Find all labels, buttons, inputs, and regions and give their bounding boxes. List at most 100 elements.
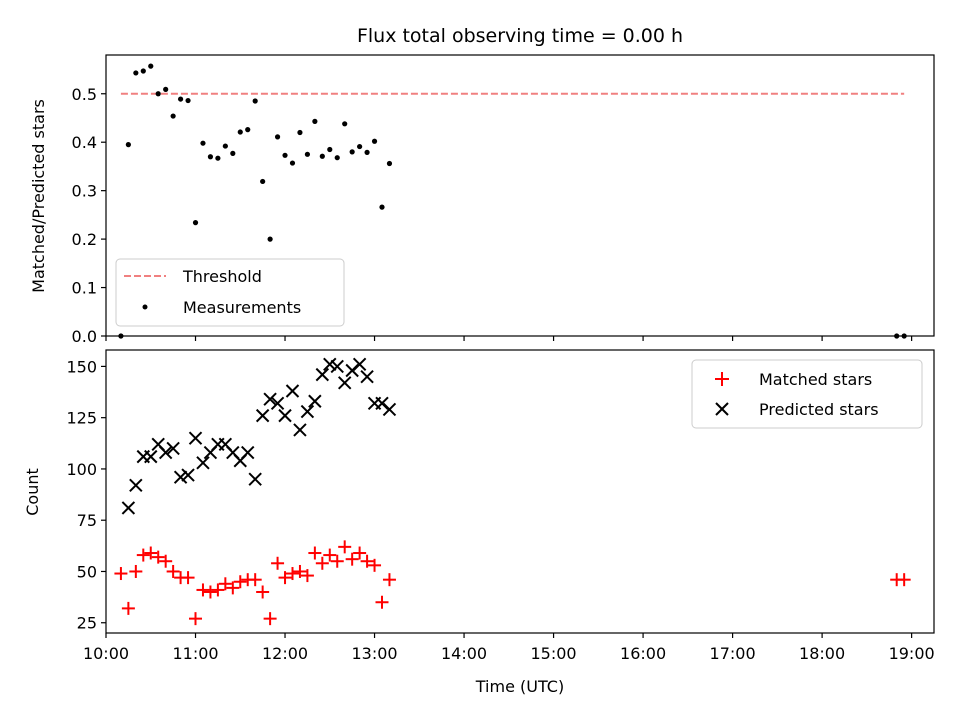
matched-point bbox=[382, 573, 396, 587]
measurement-point bbox=[237, 129, 243, 135]
matched-point bbox=[278, 571, 292, 585]
top-x-ticks bbox=[105, 336, 913, 341]
predicted-point bbox=[308, 394, 322, 408]
measurement-point bbox=[192, 220, 199, 226]
top-y-tick-label: 0.1 bbox=[72, 279, 97, 298]
top-y-tick-label: 0.2 bbox=[72, 230, 97, 249]
x-tick-label: 10:00 bbox=[83, 644, 129, 663]
bottom-legend-box bbox=[691, 359, 923, 429]
predicted-point bbox=[255, 408, 270, 423]
measurement-point bbox=[260, 178, 266, 185]
predicted-point bbox=[241, 445, 255, 460]
predicted-point bbox=[173, 470, 188, 484]
measurement-point bbox=[245, 127, 251, 133]
predicted-point bbox=[129, 478, 143, 493]
x-tick-label: 12:00 bbox=[262, 644, 308, 663]
measurement-point bbox=[289, 160, 296, 166]
top-y-tick-label: 0.5 bbox=[72, 85, 97, 104]
legend-threshold-label: Threshold bbox=[182, 267, 262, 286]
predicted-point bbox=[337, 376, 352, 390]
matched-point bbox=[375, 595, 389, 609]
measurement-point bbox=[297, 129, 303, 136]
measurement-point bbox=[334, 155, 340, 161]
measurement-point bbox=[379, 204, 385, 210]
matched-point bbox=[129, 564, 143, 578]
measurement-point bbox=[327, 146, 333, 153]
measurement-point bbox=[371, 138, 378, 144]
predicted-point bbox=[293, 423, 307, 437]
matched-point bbox=[181, 571, 195, 585]
bottom-y-axis-label: Count bbox=[23, 468, 42, 516]
matched-point bbox=[271, 556, 285, 570]
matched-point bbox=[256, 585, 270, 599]
top-y-ticks: 0.0 0.1 0.2 0.3 0.4 0.5 bbox=[72, 85, 106, 346]
matched-point bbox=[897, 573, 911, 587]
predicted-point bbox=[330, 359, 344, 374]
legend-matched-label: Matched stars bbox=[759, 370, 872, 389]
top-legend-box bbox=[115, 258, 345, 327]
top-legend: Threshold Measurements bbox=[115, 258, 345, 327]
bottom-y-ticks: 25 50 75 100 125 150 bbox=[66, 357, 106, 633]
predicted-point bbox=[158, 445, 173, 460]
measurement-point bbox=[304, 151, 311, 157]
predicted-point bbox=[188, 431, 203, 445]
predicted-point bbox=[315, 367, 330, 382]
matched-point bbox=[330, 554, 344, 568]
top-y-tick-label: 0.0 bbox=[72, 327, 97, 346]
x-tick-label: 16:00 bbox=[620, 644, 666, 663]
measurement-point bbox=[230, 150, 236, 156]
matched-point bbox=[159, 554, 173, 568]
x-tick-label: 13:00 bbox=[351, 644, 397, 663]
matched-point bbox=[353, 546, 367, 560]
matched-point bbox=[315, 556, 329, 570]
predicted-point bbox=[360, 369, 374, 384]
predicted-point bbox=[323, 357, 337, 372]
bottom-y-tick-label: 150 bbox=[66, 357, 97, 376]
measurement-point bbox=[222, 143, 228, 149]
matched-point bbox=[308, 546, 322, 560]
legend-predicted-swatch bbox=[715, 402, 729, 416]
top-y-axis-label: Matched/Predicted stars bbox=[29, 99, 48, 293]
measurement-point bbox=[185, 97, 191, 104]
predicted-point bbox=[278, 408, 292, 423]
matched-point bbox=[196, 583, 210, 597]
matched-point bbox=[285, 567, 299, 581]
top-panel: 0.0 0.1 0.2 0.3 0.4 0.5 Matched/Predicted sta… bbox=[29, 54, 935, 346]
measurement-point bbox=[349, 149, 355, 155]
matched-point bbox=[323, 548, 337, 562]
measurement-point bbox=[207, 154, 214, 160]
chart-title: Flux total observing time = 0.00 h bbox=[357, 25, 683, 47]
x-tick-label: 18:00 bbox=[799, 644, 845, 663]
measurement-point bbox=[364, 149, 370, 155]
x-tick-label: 19:00 bbox=[889, 644, 935, 663]
measurement-point bbox=[163, 86, 169, 92]
x-tick-label: 17:00 bbox=[710, 644, 756, 663]
top-plot-area bbox=[118, 63, 907, 339]
measurement-point bbox=[386, 160, 393, 167]
bottom-panel: 25 50 75 100 125 150 10:00 11:00 12:00 13:00 14:0… bbox=[23, 349, 935, 696]
matched-point bbox=[144, 546, 158, 560]
measurement-point bbox=[282, 152, 288, 158]
top-y-tick-label: 0.4 bbox=[72, 133, 97, 152]
matched-point bbox=[151, 550, 165, 564]
predicted-point bbox=[300, 404, 315, 419]
matched-point bbox=[368, 558, 382, 572]
measurement-point bbox=[267, 236, 273, 242]
measurement-point bbox=[342, 121, 348, 127]
bottom-y-tick-label: 125 bbox=[66, 409, 97, 428]
predicted-point bbox=[285, 384, 300, 398]
measurement-point bbox=[252, 98, 258, 104]
measurement-point bbox=[215, 155, 221, 161]
matched-point bbox=[293, 564, 307, 578]
bottom-x-ticks: 10:00 11:00 12:00 13:00 14:00 15:00 16:00 17:00… bbox=[83, 633, 935, 663]
matched-point bbox=[338, 540, 352, 554]
measurement-point bbox=[140, 68, 146, 74]
matched-point bbox=[263, 612, 277, 626]
bottom-axes-frame bbox=[105, 349, 935, 634]
x-tick-label: 11:00 bbox=[172, 644, 218, 663]
measurement-point bbox=[177, 96, 184, 102]
legend-measurements-label: Measurements bbox=[183, 298, 301, 317]
x-tick-label: 15:00 bbox=[531, 644, 577, 663]
matched-point bbox=[233, 575, 247, 589]
